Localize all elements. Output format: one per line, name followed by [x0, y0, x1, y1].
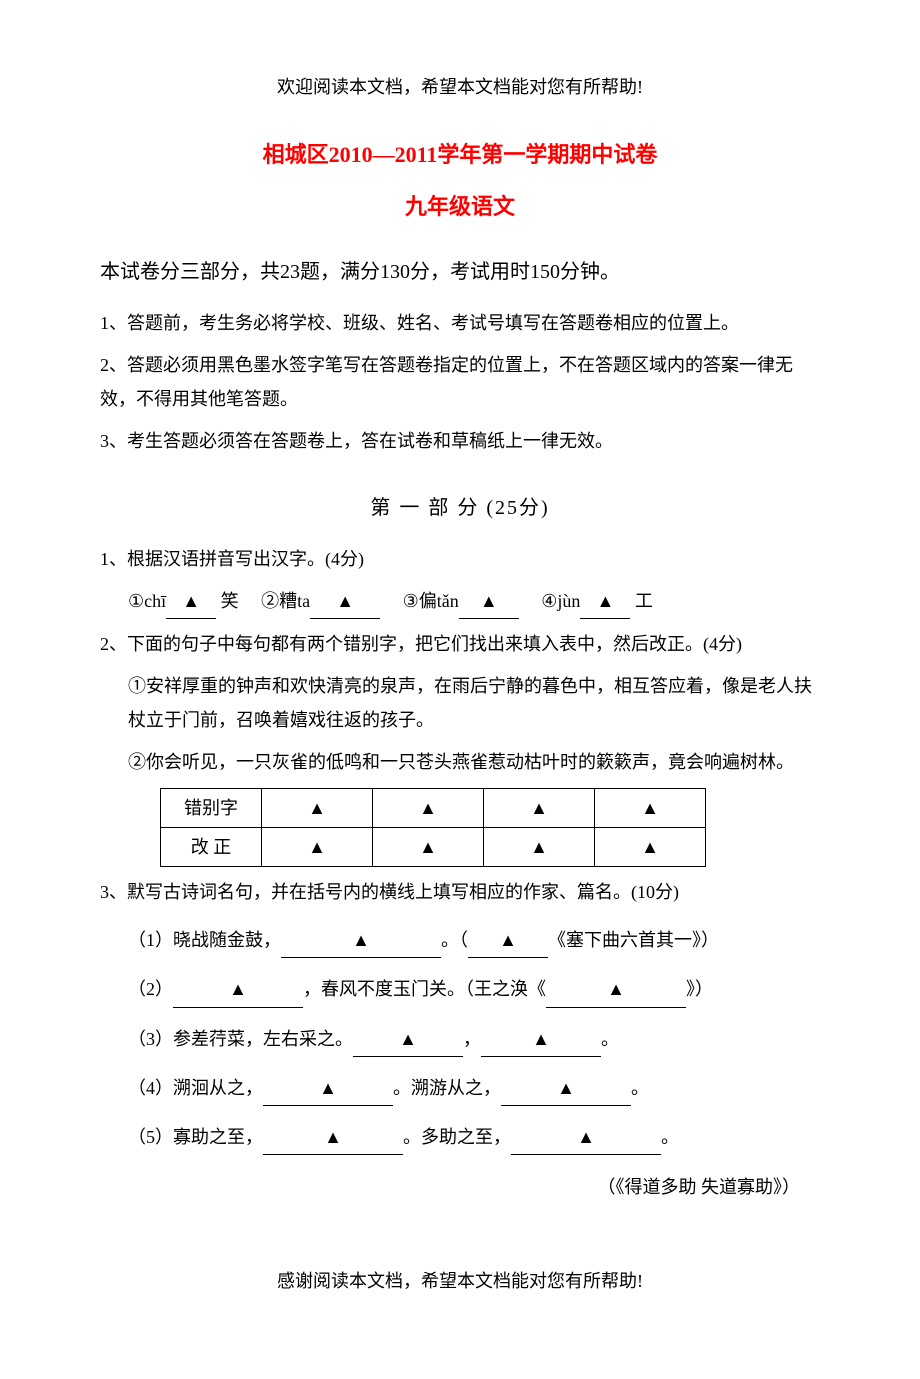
text: 。 [661, 1127, 679, 1147]
q1-item-d-pre: ④jùn [541, 591, 580, 611]
blank: ▲ [459, 584, 519, 619]
question-2-para-2: ②你会听见，一只灰雀的低鸣和一只苍头燕雀惹动枯叶时的簌簌声，竟会响遍树林。 [100, 745, 820, 779]
blank: ▲ [468, 923, 548, 958]
text: 。多助之至， [403, 1127, 511, 1147]
row-label: 错别字 [161, 788, 262, 827]
error-table: 错别字 ▲ ▲ ▲ ▲ 改 正 ▲ ▲ ▲ ▲ [160, 788, 706, 867]
text: （2） [128, 979, 173, 999]
blank: ▲ [173, 972, 303, 1007]
text: 《塞下曲六首其一》） [548, 930, 719, 950]
footer-note: 感谢阅读本文档，希望本文档能对您有所帮助! [100, 1264, 820, 1298]
text: 》） [686, 979, 713, 999]
blank: ▲ [546, 972, 686, 1007]
blank: ▲ [263, 1071, 393, 1106]
text: 。（ [441, 930, 468, 950]
table-cell: ▲ [373, 788, 484, 827]
q1-item-d-post: 工 [630, 591, 653, 611]
question-3: 3、默写古诗词名句，并在括号内的横线上填写相应的作家、篇名。(10分) [100, 875, 820, 909]
q1-item-c-pre: ③偏tǎn [403, 591, 459, 611]
table-cell: ▲ [484, 827, 595, 866]
blank: ▲ [580, 584, 630, 619]
text: ， [463, 1029, 481, 1049]
title-main: 相城区2010—2011学年第一学期期中试卷 [100, 134, 820, 176]
blank: ▲ [166, 584, 216, 619]
q3-line-4: （4）溯洄从之，▲。溯游从之，▲。 [100, 1071, 820, 1106]
question-1-items: ①chī▲ 笑 ②糟ta▲ ③偏tǎn▲ ④jùn▲ 工 [100, 584, 820, 619]
question-2-para-1: ①安祥厚重的钟声和欢快清亮的泉声，在雨后宁静的暮色中，相互答应着，像是老人扶杖立… [100, 669, 820, 737]
text: 。溯游从之， [393, 1078, 501, 1098]
blank: ▲ [263, 1120, 403, 1155]
q1-item-b-pre: ②糟ta [261, 591, 310, 611]
table-cell: ▲ [262, 827, 373, 866]
row-label: 改 正 [161, 827, 262, 866]
document-page: 欢迎阅读本文档，希望本文档能对您有所帮助! 相城区2010—2011学年第一学期… [0, 0, 920, 1379]
q3-line-1: （1）晓战随金鼓，▲。（▲《塞下曲六首其一》） [100, 923, 820, 958]
question-1: 1、根据汉语拼音写出汉字。(4分) [100, 542, 820, 576]
text: ，春风不度玉门关。（王之涣《 [303, 979, 546, 999]
section-1-title: 第 一 部 分 (25分) [100, 489, 820, 527]
q3-line-5: （5）寡助之至，▲。多助之至，▲。 [100, 1120, 820, 1155]
table-row: 错别字 ▲ ▲ ▲ ▲ [161, 788, 706, 827]
rule-3: 3、考生答题必须答在答题卷上，答在试卷和草稿纸上一律无效。 [100, 424, 820, 458]
rule-1: 1、答题前，考生务必将学校、班级、姓名、考试号填写在答题卷相应的位置上。 [100, 306, 820, 340]
q1-item-a-post: 笑 [216, 591, 239, 611]
table-cell: ▲ [484, 788, 595, 827]
table-cell: ▲ [262, 788, 373, 827]
question-2: 2、下面的句子中每句都有两个错别字，把它们找出来填入表中，然后改正。(4分) [100, 627, 820, 661]
q3-line-2: （2）▲，春风不度玉门关。（王之涣《▲》） [100, 972, 820, 1007]
q3-source: （《得道多助 失道寡助》） [100, 1170, 820, 1204]
text: 。 [631, 1078, 649, 1098]
table-cell: ▲ [595, 827, 706, 866]
title-subject: 九年级语文 [100, 186, 820, 228]
blank: ▲ [511, 1120, 661, 1155]
blank: ▲ [353, 1022, 463, 1057]
exam-intro: 本试卷分三部分，共23题，满分130分，考试用时150分钟。 [100, 253, 820, 291]
q1-item-a-pre: ①chī [128, 591, 166, 611]
rule-2: 2、答题必须用黑色墨水签字笔写在答题卷指定的位置上，不在答题区域内的答案一律无效… [100, 348, 820, 416]
q3-line-3: （3）参差荇菜，左右采之。▲，▲。 [100, 1022, 820, 1057]
header-note: 欢迎阅读本文档，希望本文档能对您有所帮助! [100, 70, 820, 104]
text: （3）参差荇菜，左右采之。 [128, 1029, 353, 1049]
text: （4）溯洄从之， [128, 1078, 263, 1098]
text: （1）晓战随金鼓， [128, 930, 281, 950]
table-cell: ▲ [595, 788, 706, 827]
blank: ▲ [481, 1022, 601, 1057]
blank: ▲ [310, 584, 380, 619]
blank: ▲ [501, 1071, 631, 1106]
table-cell: ▲ [373, 827, 484, 866]
blank: ▲ [281, 923, 441, 958]
text: （5）寡助之至， [128, 1127, 263, 1147]
table-row: 改 正 ▲ ▲ ▲ ▲ [161, 827, 706, 866]
text: 。 [601, 1029, 619, 1049]
